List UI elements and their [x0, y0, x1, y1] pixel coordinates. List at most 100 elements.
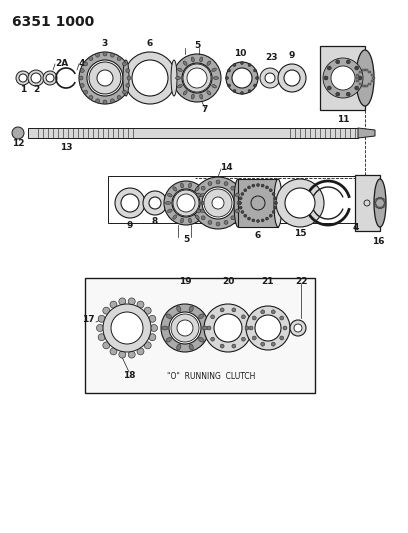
Circle shape — [211, 315, 215, 319]
Text: 21: 21 — [262, 278, 274, 287]
Circle shape — [84, 62, 88, 66]
Circle shape — [323, 58, 363, 98]
Circle shape — [212, 197, 224, 209]
Circle shape — [208, 182, 212, 185]
Circle shape — [89, 95, 93, 100]
Circle shape — [144, 342, 151, 349]
Bar — [362, 85, 365, 87]
Ellipse shape — [191, 57, 194, 62]
Circle shape — [12, 127, 24, 139]
Circle shape — [246, 306, 290, 350]
Circle shape — [355, 86, 359, 90]
Circle shape — [375, 204, 377, 206]
Ellipse shape — [177, 306, 181, 312]
Ellipse shape — [167, 193, 172, 197]
Circle shape — [132, 60, 168, 96]
Circle shape — [232, 308, 236, 312]
Bar — [362, 69, 365, 71]
Text: 2A: 2A — [55, 60, 68, 69]
Circle shape — [228, 69, 231, 72]
Circle shape — [169, 312, 201, 344]
Circle shape — [235, 193, 239, 197]
Circle shape — [237, 201, 241, 205]
Text: 9: 9 — [289, 52, 295, 61]
Circle shape — [283, 326, 287, 330]
Circle shape — [216, 222, 220, 226]
Circle shape — [195, 201, 199, 205]
Circle shape — [119, 298, 126, 305]
Ellipse shape — [198, 337, 204, 342]
Text: 22: 22 — [295, 278, 307, 287]
Circle shape — [226, 62, 258, 94]
Bar — [359, 83, 361, 85]
Text: 17: 17 — [82, 316, 95, 325]
Circle shape — [232, 344, 236, 348]
Bar — [320, 46, 365, 110]
Ellipse shape — [180, 183, 184, 188]
Circle shape — [266, 217, 268, 220]
Circle shape — [261, 310, 265, 314]
Circle shape — [378, 197, 380, 199]
Text: 15: 15 — [294, 229, 306, 238]
Circle shape — [197, 209, 201, 213]
Circle shape — [172, 189, 200, 217]
Bar — [359, 71, 361, 72]
Text: 5: 5 — [194, 42, 200, 51]
Ellipse shape — [183, 61, 187, 66]
Bar — [365, 85, 368, 87]
Circle shape — [255, 77, 259, 79]
Circle shape — [98, 334, 105, 341]
Circle shape — [161, 304, 209, 352]
Circle shape — [252, 316, 256, 320]
Circle shape — [43, 71, 57, 85]
Ellipse shape — [175, 77, 180, 79]
Ellipse shape — [207, 91, 211, 95]
Circle shape — [80, 84, 84, 87]
Circle shape — [244, 189, 247, 192]
Circle shape — [232, 68, 252, 88]
Circle shape — [143, 191, 167, 215]
Circle shape — [355, 66, 359, 70]
Circle shape — [103, 100, 107, 104]
Ellipse shape — [374, 179, 386, 227]
Ellipse shape — [200, 57, 203, 62]
Circle shape — [233, 63, 236, 67]
Ellipse shape — [162, 326, 168, 330]
Circle shape — [274, 197, 277, 200]
Circle shape — [202, 187, 234, 219]
Circle shape — [119, 351, 126, 358]
Ellipse shape — [188, 183, 192, 188]
Circle shape — [239, 197, 242, 200]
Text: 4: 4 — [79, 60, 85, 69]
Text: 9: 9 — [127, 221, 133, 230]
Circle shape — [271, 342, 275, 346]
Circle shape — [121, 194, 139, 212]
Circle shape — [290, 320, 306, 336]
Circle shape — [46, 74, 54, 82]
Circle shape — [248, 186, 251, 189]
Circle shape — [103, 342, 110, 349]
Circle shape — [375, 200, 377, 202]
Circle shape — [231, 216, 235, 220]
Circle shape — [235, 209, 239, 213]
Text: 18: 18 — [123, 370, 135, 379]
Circle shape — [384, 200, 386, 202]
Circle shape — [252, 336, 256, 340]
Bar — [108, 176, 366, 223]
Circle shape — [31, 73, 41, 83]
Circle shape — [201, 186, 205, 190]
Circle shape — [224, 182, 228, 185]
Circle shape — [149, 197, 161, 209]
Circle shape — [137, 348, 144, 355]
Text: 5: 5 — [183, 235, 189, 244]
Text: "O"  RUNNING  CLUTCH: "O" RUNNING CLUTCH — [167, 372, 256, 381]
Circle shape — [115, 188, 145, 218]
Circle shape — [177, 194, 195, 212]
Ellipse shape — [166, 337, 171, 342]
Circle shape — [122, 90, 126, 94]
Ellipse shape — [123, 60, 129, 96]
Circle shape — [28, 70, 44, 86]
Circle shape — [380, 207, 382, 209]
Circle shape — [331, 66, 355, 90]
Circle shape — [177, 320, 193, 336]
